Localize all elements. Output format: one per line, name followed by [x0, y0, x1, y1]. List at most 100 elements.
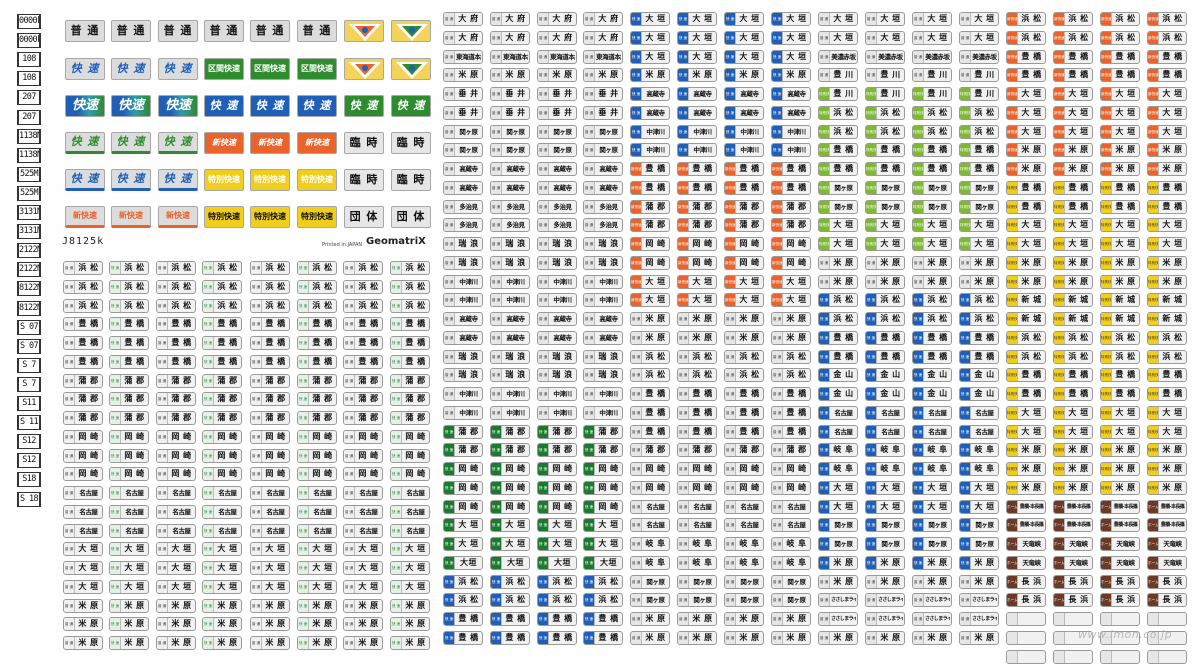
destination-name: 米 原	[927, 276, 948, 286]
type-tag: 普 通	[772, 519, 783, 532]
type-tag: 特別快速	[819, 219, 830, 232]
destination-name: 高蔵寺	[553, 315, 572, 323]
destination-plate: 新快速豊 橋	[677, 180, 717, 195]
destination-plate: 快 速浜 松	[912, 293, 952, 308]
train-number-plate: 2122M	[17, 243, 41, 259]
destination-name: 豊 川	[974, 70, 995, 80]
type-tag: 普 通	[772, 594, 783, 607]
destination-name: 大 垣	[1162, 239, 1183, 248]
destination-name: 大 垣	[1021, 239, 1042, 248]
destination-name: 浜 松	[1162, 32, 1183, 42]
destination-name: 天竜峡	[1163, 540, 1182, 548]
destination-name: 豊 橋	[1115, 70, 1136, 80]
destination-plate: 普 通関ヶ原	[583, 143, 623, 158]
destination-name: 大 垣	[358, 581, 379, 591]
destination-plate: 普 通米 原	[724, 312, 764, 326]
train-number-plate: 0000k	[17, 33, 41, 49]
type-tag: 快 速	[913, 481, 924, 494]
type-tag: 快 速	[110, 524, 121, 537]
destination-plate: 普 通豊 川	[959, 68, 999, 83]
destination-plate: 普 通関ヶ原	[724, 593, 764, 608]
train-number-plate: S11	[17, 396, 41, 411]
destination-plate: 特別快速大 垣	[1053, 424, 1093, 439]
destination-name: 米 原	[78, 638, 99, 647]
destination-name: 大 垣	[405, 544, 426, 554]
destination-plate: 新快速浜 松	[1147, 30, 1187, 45]
destination-plate: 快 速名古屋	[865, 405, 905, 420]
type-tag: 快 速	[866, 444, 877, 457]
destination-name: 岡 崎	[786, 257, 807, 267]
type-tag: 普 通	[772, 406, 783, 419]
type-tag: 特別快速	[1148, 219, 1159, 232]
type-tag: 快 速	[391, 262, 402, 274]
destination-plate: 普 通高蔵寺	[490, 312, 530, 326]
type-tag: 普 通	[251, 318, 262, 331]
type-tag: 快 速	[391, 562, 402, 574]
type-tag: 普 通	[64, 355, 75, 368]
type-tag: 普 通	[64, 430, 75, 443]
destination-name: 浜 松	[598, 595, 619, 605]
destination-name: 新 城	[1115, 314, 1136, 323]
type-tag: 普 通	[725, 538, 736, 550]
destination-plate: 普 通豊 橋	[250, 336, 290, 350]
type-tag: 新快速	[1101, 50, 1112, 63]
destination-name: 高蔵寺	[506, 183, 525, 192]
destination-plate: 普 通美濃赤坂	[865, 49, 905, 64]
destination-name: 岡 崎	[552, 482, 573, 492]
destination-plate: 快 速米 原	[771, 68, 811, 83]
destination-plate: 快 速中津川	[724, 124, 764, 139]
destination-plate: 普 通中津川	[490, 405, 530, 420]
destination-plate: 快 速名古屋	[109, 523, 149, 538]
destination-plate: 普 通大 垣	[343, 579, 383, 594]
destination-plate: 快 速高蔵寺	[724, 105, 764, 120]
destination-plate: 特別快速浜 松	[818, 124, 858, 139]
destination-name: 関ヶ原	[928, 540, 947, 548]
destination-plate: 快 速岡 崎	[109, 448, 149, 463]
destination-plate: 普 通名古屋	[250, 523, 290, 538]
destination-plate: 特別快速大 垣	[1053, 405, 1093, 420]
destination-name: 大 垣	[78, 544, 99, 554]
type-tag: 新快速	[1148, 31, 1159, 44]
type-tag: 普 通	[491, 275, 502, 288]
type-tag: ホームライナー	[1148, 556, 1159, 569]
type-tag: 快 速	[298, 374, 309, 387]
destination-plate: 快 速米 原	[109, 598, 149, 613]
destination-plate: 新快速豊 橋	[724, 162, 764, 176]
destination-plate	[1006, 630, 1046, 645]
destination-name: 蒲 郡	[692, 445, 713, 455]
destination-plate: 普 通大 垣	[63, 561, 103, 575]
type-tag: 特別快速	[1007, 238, 1018, 250]
destination-plate: 普 通垂 井	[443, 87, 483, 101]
type-tag: 快 速	[203, 468, 214, 481]
type-tag: 普 通	[491, 13, 502, 25]
destination-plate: 快 速名古屋	[912, 424, 952, 439]
type-tag: 特別快速	[1148, 313, 1159, 325]
type-tag: 新快速	[678, 256, 689, 269]
type-plate: 臨 時	[344, 169, 384, 191]
destination-plate: 特別快速米 原	[1006, 443, 1046, 458]
type-tag: 特別快速	[819, 125, 830, 138]
type-tag: 特別快速	[913, 219, 924, 232]
destination-name: 瑞 浪	[552, 257, 573, 267]
destination-name: 大 垣	[458, 539, 479, 548]
destination-plate: 普 通蒲 郡	[630, 443, 670, 458]
type-tag: 特別快速	[1101, 238, 1112, 250]
type-tag: 普 通	[491, 369, 502, 382]
type-tag: 特別快速	[1101, 350, 1112, 363]
destination-name: 天竜峡	[1069, 540, 1088, 548]
type-tag: 普 通	[491, 50, 502, 63]
destination-name: 大 垣	[786, 295, 807, 305]
type-tag: 新快速	[772, 294, 783, 307]
destination-name: 岡 崎	[124, 450, 145, 460]
destination-plate: 快 速米 原	[912, 555, 952, 570]
type-tag: 新快速	[772, 275, 783, 288]
destination-name: 美濃赤坂	[972, 52, 997, 61]
destination-name: 浜 松	[1021, 351, 1042, 361]
destination-name: 大 垣	[1021, 107, 1042, 117]
destination-plate: ホームライナー豊橋-本長篠	[1147, 518, 1187, 533]
destination-name: 浜 松	[217, 300, 238, 310]
type-tag: 快 速	[725, 31, 736, 44]
destination-name: 岐 阜	[739, 557, 760, 567]
destination-plate: 普 通大 垣	[343, 542, 383, 557]
type-tag: 快 速	[866, 519, 877, 532]
